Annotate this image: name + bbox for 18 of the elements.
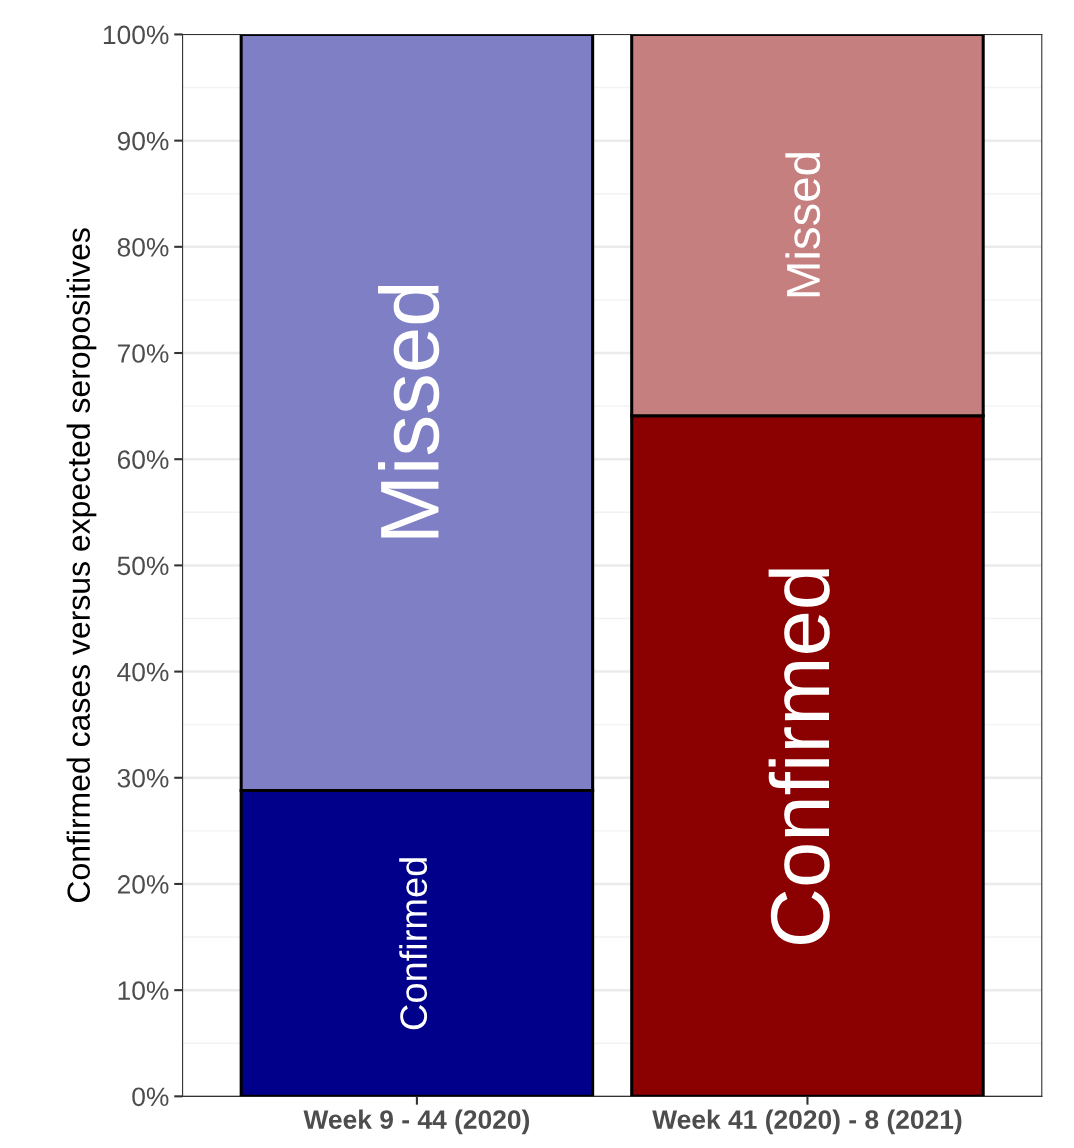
y-tick-label: 60% xyxy=(117,450,169,470)
y-tick-label: 90% xyxy=(117,131,169,151)
y-tick-label: 50% xyxy=(117,556,169,576)
y-tick-label: 20% xyxy=(117,875,169,894)
text: Confirmed xyxy=(768,569,830,944)
y-tick-label: 0% xyxy=(132,1087,169,1107)
x-tick-label: Week 41 (2020) - 8 (2021) xyxy=(652,1109,962,1135)
x-tick-label: Week 9 - 44 (2020) xyxy=(303,1109,530,1135)
text: Missed xyxy=(378,285,440,538)
y-tick-label: 30% xyxy=(117,768,169,788)
series-label: Confirmed xyxy=(399,858,428,1030)
y-axis-title: Confirmed cases versus expected seropositives xyxy=(66,228,97,902)
y-tick-label: 80% xyxy=(117,237,169,257)
series-label: Missed xyxy=(785,153,821,297)
y-tick-label: 70% xyxy=(117,344,169,363)
y-tick-label: 40% xyxy=(117,662,169,682)
y-tick-label: 10% xyxy=(118,981,169,1000)
y-tick-label: 100% xyxy=(103,25,169,45)
